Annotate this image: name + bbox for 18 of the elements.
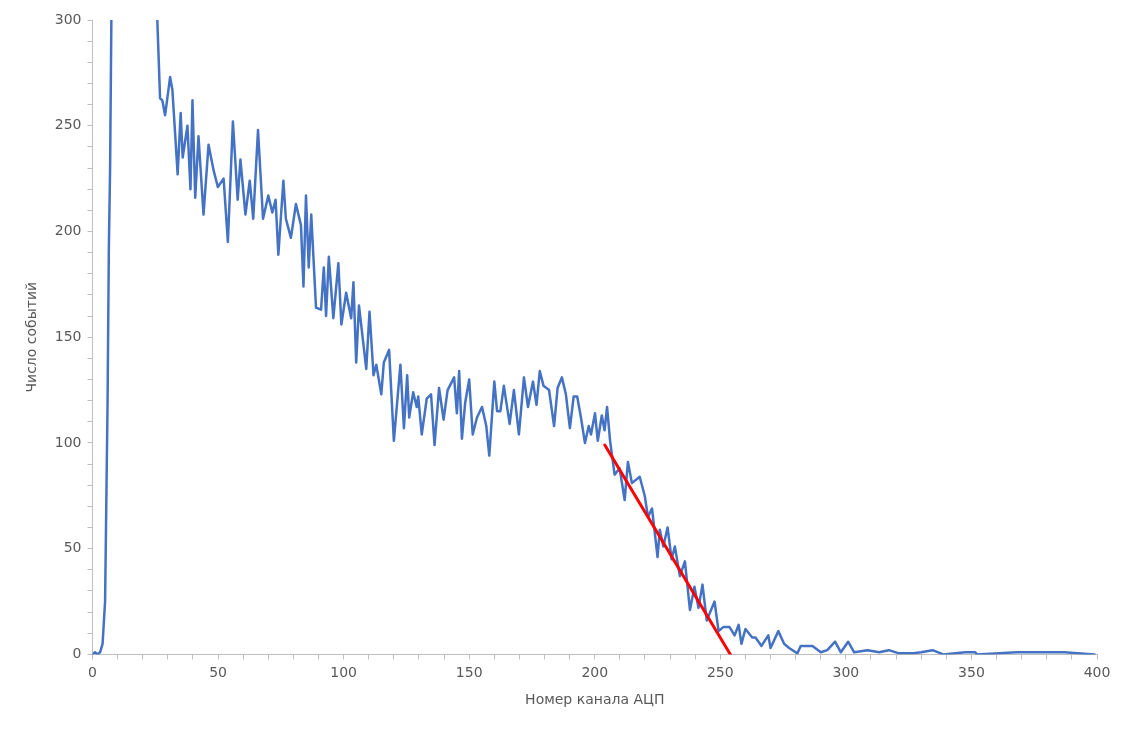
x-tick-label: 0: [88, 664, 97, 681]
y-tick-label: 150: [54, 327, 82, 344]
y-tick-label: 0: [72, 645, 82, 662]
y-tick-label: 50: [63, 539, 82, 556]
x-tick-label: 100: [330, 664, 358, 681]
x-tick-label: 250: [706, 664, 734, 681]
x-tick-label: 50: [209, 664, 227, 681]
y-tick-label: 250: [54, 116, 82, 133]
x-tick-label: 400: [1083, 664, 1111, 681]
y-axis-title: Число событий: [23, 281, 40, 393]
x-tick-label: 300: [832, 664, 860, 681]
x-axis-title: Номер канала АЦП: [525, 691, 665, 708]
x-tick-label: 200: [581, 664, 609, 681]
y-tick-label: 300: [54, 10, 82, 27]
y-tick-label: 200: [54, 222, 82, 239]
x-tick-label: 350: [958, 664, 985, 681]
y-tick-label: 100: [54, 433, 82, 450]
x-tick-label: 150: [455, 664, 483, 681]
